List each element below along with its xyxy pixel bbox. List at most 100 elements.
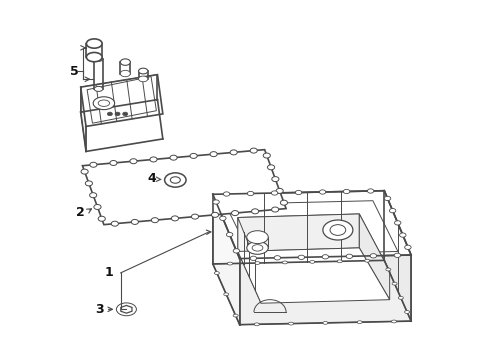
Ellipse shape (151, 218, 158, 222)
Ellipse shape (214, 272, 220, 274)
Ellipse shape (122, 112, 128, 116)
Ellipse shape (343, 189, 350, 194)
Ellipse shape (223, 192, 230, 196)
Ellipse shape (98, 216, 105, 221)
Ellipse shape (250, 148, 257, 153)
Ellipse shape (94, 86, 103, 91)
Ellipse shape (252, 245, 263, 251)
Ellipse shape (322, 255, 329, 259)
Ellipse shape (365, 259, 369, 262)
Ellipse shape (110, 161, 117, 166)
Ellipse shape (298, 255, 305, 260)
Text: 1: 1 (104, 266, 113, 279)
Ellipse shape (268, 165, 275, 170)
Ellipse shape (357, 321, 362, 324)
Ellipse shape (295, 190, 302, 195)
Ellipse shape (394, 253, 401, 257)
Ellipse shape (271, 207, 279, 212)
Ellipse shape (107, 112, 112, 116)
Polygon shape (82, 150, 286, 225)
Ellipse shape (368, 189, 374, 193)
Ellipse shape (233, 314, 238, 317)
Polygon shape (213, 191, 384, 264)
Polygon shape (81, 87, 86, 152)
Ellipse shape (98, 100, 110, 107)
Ellipse shape (210, 152, 217, 157)
Ellipse shape (250, 256, 257, 260)
Ellipse shape (192, 214, 198, 219)
Ellipse shape (81, 169, 88, 174)
Ellipse shape (405, 311, 410, 314)
Ellipse shape (85, 181, 93, 186)
Ellipse shape (212, 212, 219, 217)
Ellipse shape (255, 262, 260, 265)
Ellipse shape (94, 204, 101, 210)
Ellipse shape (233, 249, 240, 253)
Ellipse shape (86, 53, 102, 62)
Ellipse shape (165, 173, 186, 187)
Ellipse shape (94, 57, 103, 62)
Text: 2: 2 (76, 206, 85, 219)
Ellipse shape (227, 262, 232, 265)
Ellipse shape (121, 70, 130, 77)
Ellipse shape (330, 225, 346, 235)
Polygon shape (87, 77, 156, 123)
Ellipse shape (226, 233, 233, 237)
Ellipse shape (346, 254, 353, 258)
Polygon shape (359, 214, 390, 300)
Polygon shape (81, 75, 163, 126)
Ellipse shape (172, 216, 178, 221)
Polygon shape (81, 75, 157, 112)
Ellipse shape (130, 159, 137, 164)
Ellipse shape (139, 76, 148, 82)
Ellipse shape (323, 220, 353, 240)
Ellipse shape (384, 196, 391, 201)
Ellipse shape (271, 191, 278, 195)
Ellipse shape (399, 233, 406, 237)
Ellipse shape (282, 261, 287, 264)
Ellipse shape (405, 245, 411, 249)
Polygon shape (238, 217, 261, 303)
Ellipse shape (171, 177, 180, 183)
Ellipse shape (121, 59, 130, 65)
Polygon shape (240, 255, 411, 325)
Polygon shape (384, 191, 411, 321)
Polygon shape (225, 201, 398, 255)
Ellipse shape (274, 256, 281, 260)
Ellipse shape (213, 200, 220, 204)
Ellipse shape (272, 177, 279, 181)
Ellipse shape (289, 322, 294, 325)
Ellipse shape (150, 157, 157, 162)
Ellipse shape (310, 260, 315, 263)
Polygon shape (213, 191, 411, 258)
Ellipse shape (231, 211, 239, 216)
Ellipse shape (139, 68, 148, 74)
Ellipse shape (276, 188, 283, 193)
Ellipse shape (111, 221, 119, 226)
Polygon shape (238, 248, 390, 303)
Text: 3: 3 (95, 303, 104, 316)
Ellipse shape (247, 231, 268, 244)
Polygon shape (238, 214, 390, 275)
Ellipse shape (280, 200, 288, 205)
Ellipse shape (337, 260, 342, 263)
Ellipse shape (319, 190, 326, 194)
Ellipse shape (224, 293, 229, 296)
Polygon shape (213, 194, 240, 325)
Ellipse shape (93, 97, 115, 110)
Ellipse shape (190, 153, 197, 158)
Text: 5: 5 (70, 64, 79, 77)
Ellipse shape (90, 193, 97, 198)
Polygon shape (238, 214, 359, 251)
Ellipse shape (220, 216, 226, 220)
Ellipse shape (323, 321, 328, 324)
Ellipse shape (392, 320, 396, 323)
Ellipse shape (370, 254, 377, 258)
Ellipse shape (131, 219, 139, 224)
Ellipse shape (117, 303, 136, 316)
Ellipse shape (394, 221, 401, 225)
Ellipse shape (251, 209, 259, 214)
Ellipse shape (386, 268, 391, 271)
Ellipse shape (115, 112, 120, 116)
Text: 4: 4 (147, 172, 156, 185)
